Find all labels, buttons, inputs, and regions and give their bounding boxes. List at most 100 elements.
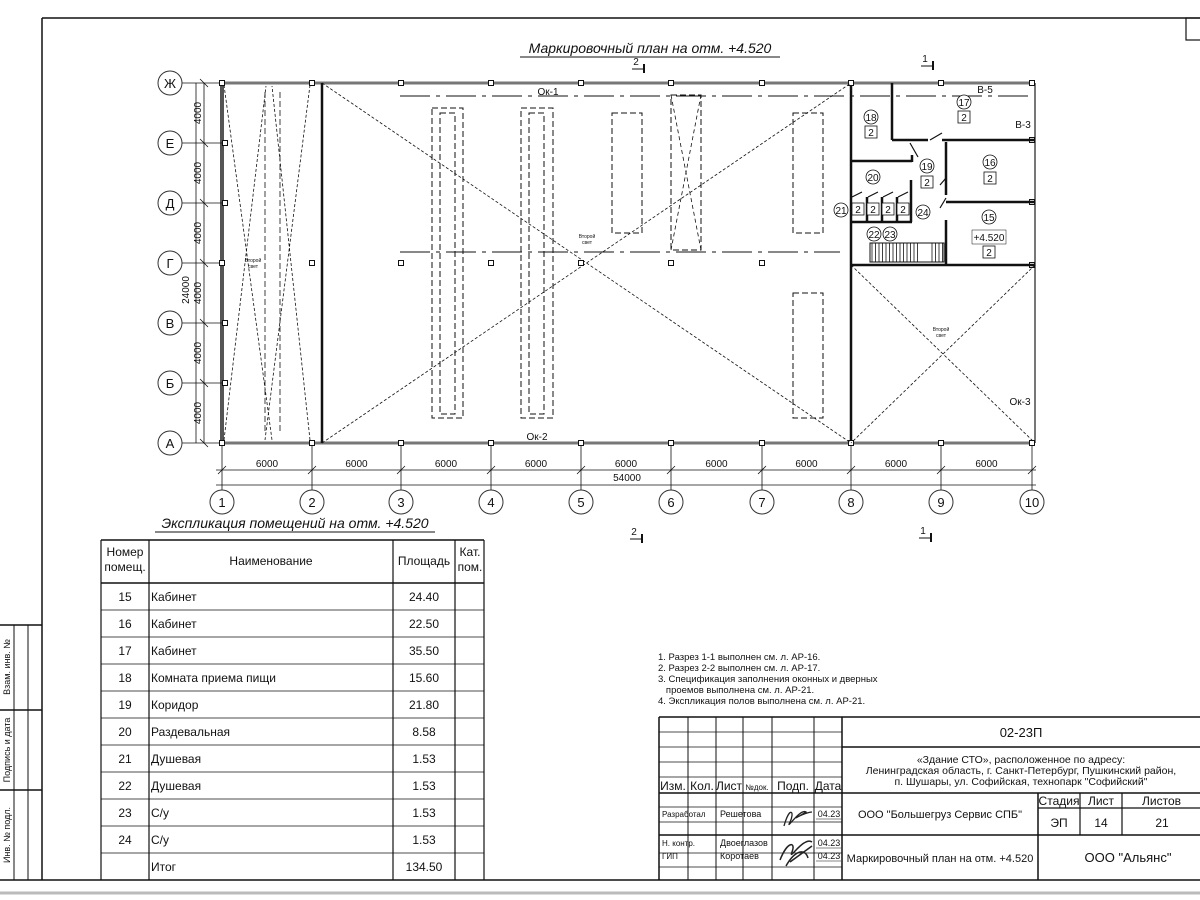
row-dimension-label: 4000 [193, 161, 204, 184]
axis-col-bubble [658, 489, 684, 515]
floor-type-label: 2 [986, 248, 992, 259]
axis-col-label: 1 [218, 495, 225, 510]
axis-row-bubble [157, 430, 183, 456]
stage-value: ЭП [1050, 816, 1067, 830]
second-light-diagonal [321, 82, 852, 444]
structural-column [398, 260, 404, 266]
structural-column [668, 80, 674, 86]
axis-col-label: 4 [487, 495, 494, 510]
floor-type-label: 2 [924, 178, 930, 189]
axis-col-bubble [478, 489, 504, 515]
door-swing [909, 142, 919, 158]
signer-role: Разработал [662, 810, 706, 819]
room-area-cell: 35.50 [409, 644, 439, 658]
structural-column [309, 80, 315, 86]
row-dimension-label: 4000 [193, 101, 204, 124]
structural-column [488, 440, 494, 446]
floor-plan: Маркировочный план на отм. +4.520 Ж Е Д Г В Б А… [157, 40, 1045, 543]
structural-column [759, 80, 765, 86]
signer-row: ГИП Коротаев 04.23 [662, 851, 841, 862]
axis-col-label: 7 [758, 495, 765, 510]
axis-row-label: Б [166, 376, 175, 391]
project-address-line: Ленинградская область, г. Санкт-Петербур… [866, 765, 1176, 777]
sheets-total: 21 [1155, 816, 1169, 830]
side-stamp: Взам. инв. № Подпись и дата Инв. № подл. [0, 624, 42, 880]
axis-row-bubble [157, 370, 183, 396]
row-dimension-label: 4000 [193, 341, 204, 364]
plan-title: Маркировочный план на отм. +4.520 [529, 40, 772, 56]
door-swing [882, 191, 894, 198]
room-number-bubble [919, 158, 935, 174]
axis-col-label: 9 [937, 495, 944, 510]
dashed-outline [431, 107, 464, 419]
room-name-cell: Коридор [151, 698, 199, 712]
axis-col-label: 8 [847, 495, 854, 510]
project-address-line: п. Шушары, ул. Софийская, технопарк "Соф… [895, 776, 1148, 788]
room-number: 15 [983, 213, 995, 224]
col-total-dimension-label: 54000 [613, 473, 641, 484]
col-dimension-label: 6000 [885, 459, 908, 470]
col-header-category: Кат. [460, 545, 481, 559]
room-area-cell: 1.53 [412, 806, 436, 820]
floor-type-box [957, 110, 971, 124]
second-light-diagonal [321, 82, 852, 444]
mark-v3: В-3 [1015, 120, 1031, 131]
door-swing [897, 191, 909, 198]
room-number-bubble [865, 169, 881, 185]
structural-column [488, 260, 494, 266]
axis-col-bubble [838, 489, 864, 515]
axis-col-bubble [299, 489, 325, 515]
room-area-cell: 21.80 [409, 698, 439, 712]
dashed-outline [670, 94, 702, 251]
floor-type-label: 2 [885, 205, 891, 216]
col-header-number: помещ. [104, 560, 145, 574]
stage-label: Стадия [1039, 794, 1080, 808]
room-name-cell: Кабинет [151, 644, 197, 658]
signer-name: Двоеглазов [720, 838, 768, 848]
dashed-outline [439, 112, 456, 415]
floor-type-box [983, 171, 997, 185]
table-row: 21 Душевая 1.53 [118, 752, 436, 766]
row-dimension-label: 4000 [193, 401, 204, 424]
col-dimension-label: 6000 [345, 459, 368, 470]
table-row: 22 Душевая 1.53 [118, 779, 436, 793]
sheet-label: Лист [1088, 794, 1115, 808]
floor-type-label: 2 [868, 128, 874, 139]
signer-row: Разработал Решетова 04.23 [662, 809, 841, 820]
note-line: 3. Спецификация заполнения оконных и две… [658, 674, 878, 685]
signature-reshetova [783, 811, 813, 827]
second-light-label: свет [248, 264, 259, 270]
structural-column [222, 320, 228, 326]
structural-column [938, 80, 944, 86]
axis-col-label: 2 [308, 495, 315, 510]
axis-row-bubble [157, 190, 183, 216]
dashed-outline [520, 107, 554, 419]
row-dimension-label: 4000 [193, 221, 204, 244]
col-header-number: Номер [107, 545, 144, 559]
floor-type-box [881, 202, 895, 216]
col-dimension-label: 6000 [795, 459, 818, 470]
signer-date: 04.23 [818, 851, 841, 861]
table-row: 17 Кабинет 35.50 [118, 644, 439, 658]
opening-label-ok2: Ок-2 [526, 432, 547, 443]
room-number-bubble [882, 226, 898, 242]
dashed-outline [528, 112, 545, 415]
total-area: 134.50 [406, 860, 443, 874]
second-light-label: Второй [579, 233, 596, 240]
signature-dvoeglazov-korotaev [779, 840, 813, 867]
room-name-cell: Душевая [151, 752, 201, 766]
signer-role: Н. контр. [662, 839, 695, 848]
room-number: 17 [958, 98, 970, 109]
signer-date: 04.23 [818, 838, 841, 848]
axis-col-bubble [749, 489, 775, 515]
signer-date: 04.23 [818, 809, 841, 819]
floor-type-label: 2 [855, 205, 861, 216]
axis-col-bubble [388, 489, 414, 515]
room-number-bubble [956, 94, 972, 110]
cross-line [670, 94, 702, 251]
axis-col-label: 6 [667, 495, 674, 510]
side-stamp-label: Подпись и дата [2, 718, 12, 783]
col-dimension-label: 6000 [435, 459, 458, 470]
room-number-bubble [981, 209, 997, 225]
room-area-cell: 1.53 [412, 779, 436, 793]
